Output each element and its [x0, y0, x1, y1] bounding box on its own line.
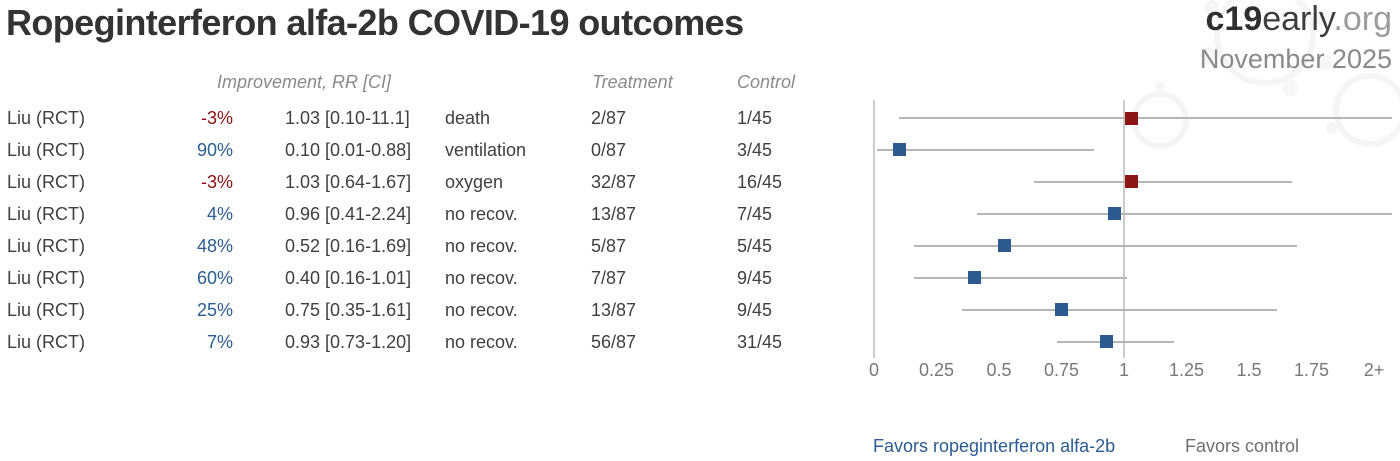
- axis-tick-label: 2+: [1363, 360, 1385, 380]
- treatment-count: 13/87: [591, 203, 637, 224]
- effect-square: [1125, 175, 1138, 189]
- table-row: Liu (RCT) 25% 0.75 [0.35-1.61] no recov. 13/…: [0, 298, 860, 322]
- effect-square: [1107, 207, 1121, 221]
- effect-square: [1055, 303, 1068, 317]
- ci-line: [1056, 340, 1174, 343]
- page-title: Ropeginterferon alfa-2b COVID-19 outcome…: [6, 2, 744, 43]
- axis-tick-label: 1: [1118, 360, 1129, 380]
- zero-axis-line: [873, 100, 875, 358]
- improvement-value: -3%: [200, 171, 233, 192]
- study-name: Liu (RCT): [7, 108, 86, 128]
- effect-square: [997, 239, 1011, 253]
- control-count: 7/45: [737, 203, 773, 224]
- improvement-value: 60%: [196, 267, 233, 288]
- study-name: Liu (RCT): [7, 171, 86, 192]
- control-count: 9/45: [737, 267, 773, 288]
- control-count: 31/45: [737, 331, 783, 352]
- reference-line: [1123, 100, 1125, 358]
- table-row: Liu (RCT) 48% 0.52 [0.16-1.69] no recov. 5/8…: [0, 234, 860, 258]
- ci-line: [976, 212, 1392, 215]
- table-row: Liu (RCT) 90% 0.10 [0.01-0.88] ventilation 0…: [0, 138, 860, 162]
- table-row: Liu (RCT) -3% 1.03 [0.10-11.1] death 2/87 1/4…: [0, 106, 860, 130]
- table-row: Liu (RCT) -3% 1.03 [0.64-1.67] oxygen 32/87 1…: [0, 170, 860, 194]
- effect-square: [1100, 335, 1113, 348]
- table-row: Liu (RCT) 60% 0.40 [0.16-1.01] no recov. 7/8…: [0, 266, 860, 290]
- ci-line: [876, 148, 1094, 151]
- logo-bold-text: c19: [1205, 0, 1263, 38]
- rr-ci-value: 1.03 [0.10-11.1]: [285, 108, 410, 128]
- logo-suffix-text: .org: [1333, 0, 1392, 38]
- rr-ci-value: 0.75 [0.35-1.61]: [285, 299, 412, 320]
- column-header-improvement: Improvement, RR [CI]: [217, 72, 392, 92]
- ci-line: [899, 117, 1392, 119]
- treatment-count: 2/87: [591, 108, 627, 128]
- favors-treatment-label: Favors ropeginterferon alfa-2b: [873, 436, 1116, 456]
- date-label: November 2025: [1199, 44, 1392, 74]
- rr-ci-value: 0.93 [0.73-1.20]: [285, 331, 412, 352]
- logo-regular-text: early: [1262, 0, 1334, 38]
- improvement-value: 7%: [206, 331, 233, 352]
- rr-ci-value: 1.03 [0.64-1.67]: [285, 171, 412, 192]
- treatment-count: 13/87: [591, 299, 637, 320]
- axis-tick-label: 1.5: [1236, 360, 1262, 380]
- study-name: Liu (RCT): [7, 203, 86, 224]
- table-row: Liu (RCT) 7% 0.93 [0.73-1.20] no recov. 56/8…: [0, 330, 860, 354]
- axis-tick-label: 0.5: [986, 360, 1012, 380]
- improvement-value: 25%: [196, 299, 233, 320]
- outcome-label: no recov.: [445, 299, 518, 320]
- effect-square: [892, 143, 906, 157]
- study-name: Liu (RCT): [7, 331, 86, 352]
- outcome-label: ventilation: [445, 139, 527, 160]
- control-count: 3/45: [737, 139, 773, 160]
- control-count: 16/45: [737, 171, 783, 192]
- rr-ci-value: 0.40 [0.16-1.01]: [285, 267, 412, 288]
- outcome-label: death: [445, 108, 491, 128]
- study-name: Liu (RCT): [7, 235, 86, 256]
- treatment-count: 5/87: [591, 235, 627, 256]
- column-header-treatment: Treatment: [592, 72, 673, 92]
- rr-ci-value: 0.52 [0.16-1.69]: [285, 235, 412, 256]
- favors-control-label: Favors control: [1185, 436, 1300, 456]
- control-count: 5/45: [737, 235, 773, 256]
- ci-line: [1034, 180, 1292, 183]
- effect-square: [967, 271, 981, 285]
- improvement-value: -3%: [200, 108, 233, 128]
- treatment-count: 56/87: [591, 331, 637, 352]
- treatment-count: 7/87: [591, 267, 627, 288]
- site-logo-link[interactable]: c19early.org: [1206, 0, 1393, 39]
- study-name: Liu (RCT): [7, 267, 86, 288]
- study-name: Liu (RCT): [7, 139, 86, 160]
- improvement-value: 90%: [196, 139, 233, 160]
- rr-ci-value: 0.10 [0.01-0.88]: [285, 139, 412, 160]
- axis-tick-label: 0.25: [918, 360, 955, 380]
- ci-line: [914, 244, 1297, 247]
- axis-tick-label: 1.75: [1293, 360, 1330, 380]
- treatment-count: 32/87: [591, 171, 637, 192]
- ci-line: [914, 276, 1127, 279]
- column-header-control: Control: [737, 72, 796, 92]
- control-count: 1/45: [737, 108, 773, 128]
- study-name: Liu (RCT): [7, 299, 86, 320]
- outcome-label: oxygen: [445, 171, 504, 192]
- control-count: 9/45: [737, 299, 773, 320]
- outcome-label: no recov.: [445, 331, 518, 352]
- axis-tick-label: 0.75: [1043, 360, 1080, 380]
- treatment-count: 0/87: [591, 139, 627, 160]
- improvement-value: 48%: [196, 235, 233, 256]
- axis-tick-label: 0: [868, 360, 879, 380]
- outcome-label: no recov.: [445, 267, 518, 288]
- rr-ci-value: 0.96 [0.41-2.24]: [285, 203, 412, 224]
- outcome-label: no recov.: [445, 235, 518, 256]
- ci-line: [961, 308, 1277, 311]
- improvement-value: 4%: [206, 203, 233, 224]
- outcome-label: no recov.: [445, 203, 518, 224]
- axis-tick-label: 1.25: [1168, 360, 1205, 380]
- effect-square: [1125, 111, 1138, 125]
- table-row: Liu (RCT) 4% 0.96 [0.41-2.24] no recov. 13/8…: [0, 202, 860, 226]
